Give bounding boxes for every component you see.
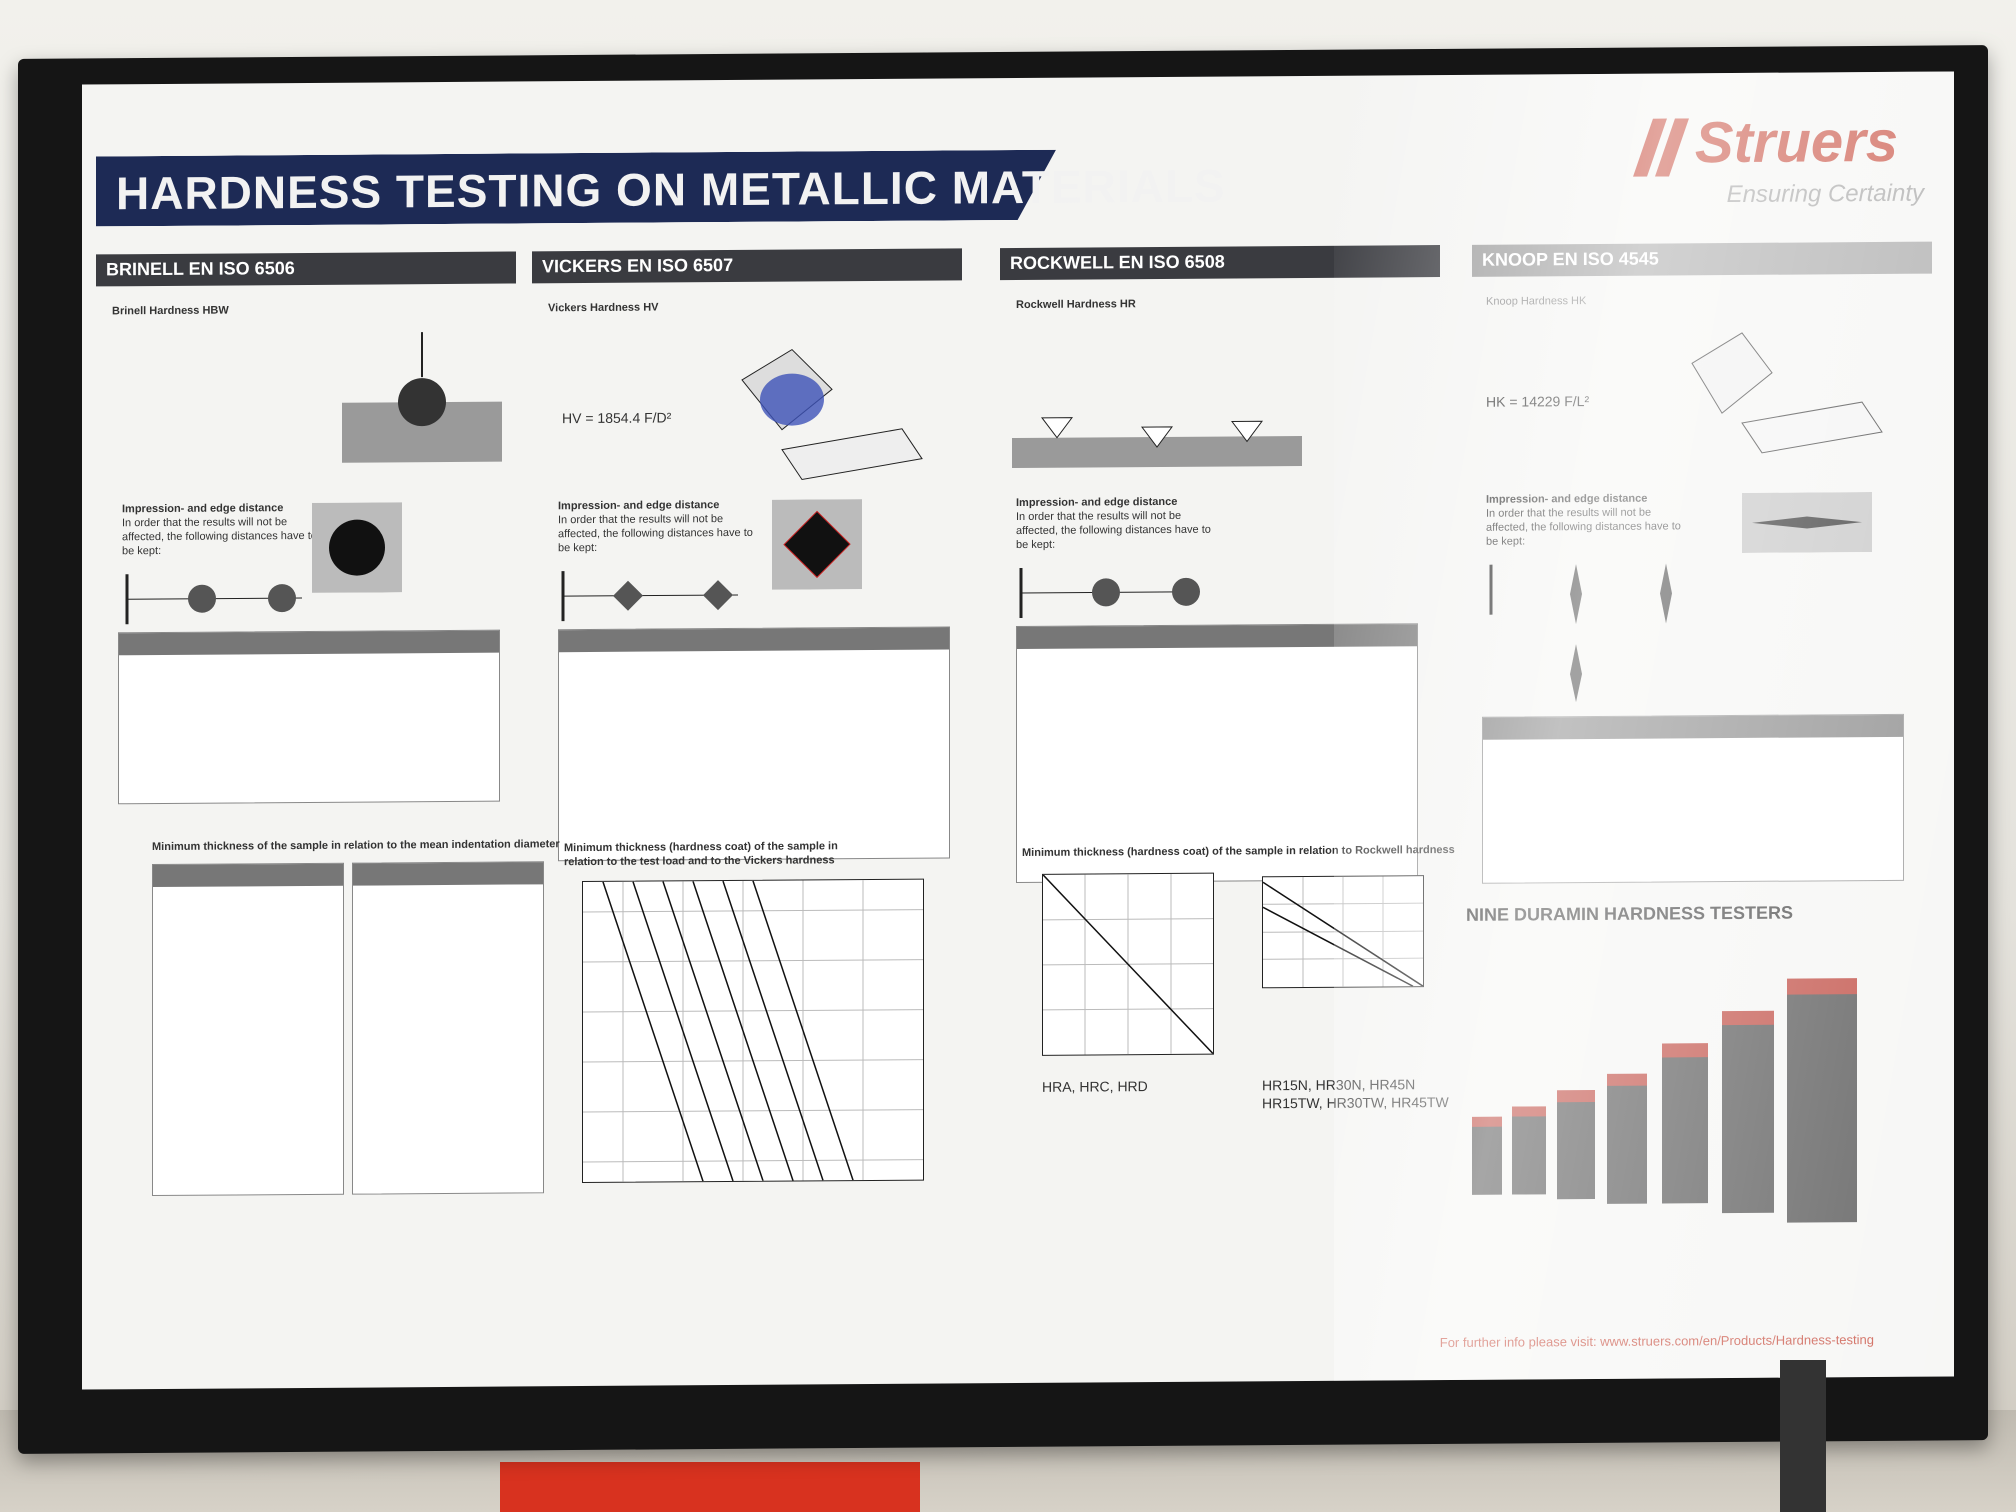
knoop-subhead: Knoop Hardness HK xyxy=(1486,295,1587,308)
duramin-testers-image xyxy=(1472,978,1857,1223)
brinell-subhead: Brinell Hardness HBW xyxy=(112,304,229,318)
knoop-diagram xyxy=(1691,332,1883,454)
brinell-min-thickness-heading: Minimum thickness of the sample in relat… xyxy=(152,838,560,854)
footer-link: For further info please visit: www.strue… xyxy=(1439,1332,1874,1351)
brand-logo: Struers xyxy=(1632,108,1898,177)
vickers-table xyxy=(558,626,950,862)
poster: HARDNESS TESTING ON METALLIC MATERIALS S… xyxy=(82,71,1954,1390)
rockwell-subhead: Rockwell Hardness HR xyxy=(1016,298,1136,312)
rockwell-distance-diagram xyxy=(1019,567,1200,618)
struers-logo-icon xyxy=(1632,117,1689,177)
brinell-impression-text: In order that the results will not be af… xyxy=(122,516,317,558)
vickers-distance-diagram xyxy=(561,571,738,622)
section-knoop: KNOOP EN ISO 4545 xyxy=(1472,241,1932,277)
knoop-indent-image xyxy=(1742,492,1872,553)
brinell-distance-diagram xyxy=(125,574,302,625)
knoop-distance-diagram xyxy=(1489,563,1672,703)
vickers-formula: HV = 1854.4 F/D² xyxy=(562,409,672,427)
knoop-table xyxy=(1482,713,1904,884)
knoop-formula: HK = 14229 F/L² xyxy=(1486,393,1590,410)
rockwell-impression-heading: Impression- and edge distance xyxy=(1016,495,1178,510)
vickers-diagram xyxy=(741,348,923,481)
section-rockwell: ROCKWELL EN ISO 6508 xyxy=(1000,245,1440,281)
rockwell-graph-1-caption: HRA, HRC, HRD xyxy=(1042,1078,1148,1095)
vickers-min-thickness-heading: Minimum thickness (hardness coat) of the… xyxy=(564,840,838,869)
brinell-diagram xyxy=(342,332,502,463)
vickers-indent-image xyxy=(772,499,862,590)
vickers-subhead: Vickers Hardness HV xyxy=(548,301,659,315)
vickers-thickness-graph xyxy=(582,878,924,1184)
rockwell-diagram xyxy=(1012,417,1302,469)
section-brinell: BRINELL EN ISO 6506 xyxy=(96,251,516,287)
knoop-impression-text: In order that the results will not be af… xyxy=(1486,506,1681,548)
knoop-impression-heading: Impression- and edge distance xyxy=(1486,492,1648,506)
rockwell-graph-1 xyxy=(1042,872,1214,1056)
poster-title: HARDNESS TESTING ON METALLIC MATERIALS xyxy=(116,159,1226,220)
brinell-indent-image xyxy=(312,502,402,593)
section-vickers: VICKERS EN ISO 6507 xyxy=(532,248,962,284)
tester-stand xyxy=(1780,1360,1826,1512)
vickers-impression-text: In order that the results will not be af… xyxy=(558,513,753,555)
brand-name: Struers xyxy=(1694,108,1898,176)
vickers-impression-heading: Impression- and edge distance xyxy=(558,499,720,513)
rockwell-graph-2 xyxy=(1262,875,1424,989)
brinell-thickness-table-2 xyxy=(352,861,544,1195)
red-bin xyxy=(500,1462,920,1512)
rockwell-impression-text: In order that the results will not be af… xyxy=(1016,509,1211,552)
brinell-impression-heading: Impression- and edge distance xyxy=(122,502,284,516)
rockwell-graph-2-caption: HR15N, HR30N, HR45N HR15TW, HR30TW, HR45… xyxy=(1262,1076,1449,1112)
product-heading: NINE DURAMIN HARDNESS TESTERS xyxy=(1466,902,1794,925)
brand-tagline: Ensuring Certainty xyxy=(1726,179,1924,209)
brinell-table xyxy=(118,629,500,805)
brinell-thickness-table-1 xyxy=(152,862,344,1197)
